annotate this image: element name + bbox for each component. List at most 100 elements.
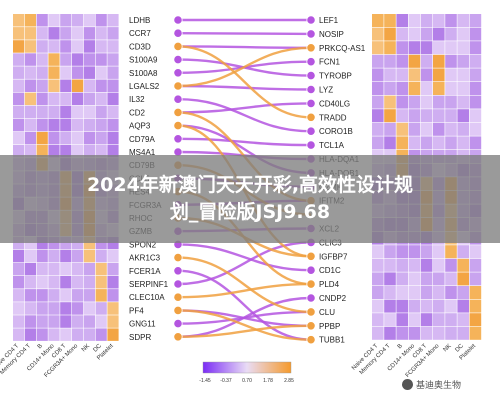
heatmap-cell xyxy=(396,272,408,286)
heatmap-cell xyxy=(433,14,445,27)
heatmap-cell xyxy=(48,315,60,328)
heatmap-cell xyxy=(396,41,408,55)
heatmap-cell xyxy=(60,131,72,145)
heatmap-cell xyxy=(36,14,48,27)
heatmap-cell xyxy=(408,122,421,136)
right-gene-node xyxy=(306,321,316,331)
gene-link xyxy=(177,45,312,119)
heatmap-cell xyxy=(72,131,84,145)
heatmap-cell xyxy=(95,249,107,263)
legend-tick-label: 0.70 xyxy=(242,378,252,384)
right-gene-node xyxy=(306,112,316,122)
heatmap-cell xyxy=(48,53,60,66)
gene-links xyxy=(177,18,312,341)
heatmap-cell xyxy=(72,289,84,302)
heatmap-cell xyxy=(396,136,408,150)
heatmap-cell xyxy=(36,53,48,66)
left-gene-node xyxy=(173,279,183,289)
right-gene-node xyxy=(306,140,316,150)
heatmap-cell xyxy=(107,40,119,53)
heatmap-cell xyxy=(408,95,421,109)
heatmap-cell xyxy=(408,54,421,68)
left-gene-node xyxy=(173,121,183,131)
heatmap-cell xyxy=(469,299,482,313)
heatmap-cell xyxy=(396,109,408,123)
heatmap-cell xyxy=(36,66,48,79)
heatmap-cell xyxy=(36,249,48,263)
heatmap-cell xyxy=(396,27,408,41)
heatmap-cell xyxy=(445,313,457,327)
gene-link xyxy=(177,241,312,286)
right-gene-node xyxy=(306,265,316,275)
heatmap-cell xyxy=(445,14,457,27)
heatmap-cell xyxy=(24,14,36,27)
celltype-axis-label: DC xyxy=(455,343,466,354)
left-gene-label: CCR7 xyxy=(129,29,151,38)
heatmap-cell xyxy=(372,272,384,286)
left-gene-label: SPON2 xyxy=(129,240,157,249)
heatmap-cell xyxy=(48,276,60,289)
right-gene-node xyxy=(306,307,316,317)
heatmap-cell xyxy=(384,326,396,340)
heatmap-cell xyxy=(48,14,60,27)
heatmap-cell xyxy=(469,326,482,340)
heatmap-cell xyxy=(433,313,445,327)
heatmap-cell xyxy=(396,54,408,68)
heatmap-cell xyxy=(83,118,95,132)
heatmap-cell xyxy=(83,131,95,145)
right-gene-label: LYZ xyxy=(319,86,333,95)
heatmap-cell xyxy=(107,92,119,106)
heatmap-cell xyxy=(457,258,469,272)
heatmap-cell xyxy=(107,302,119,315)
heatmap-cell xyxy=(72,79,84,92)
heatmap-cell xyxy=(469,258,482,272)
heatmap-cell xyxy=(83,105,95,119)
heatmap-cell xyxy=(396,258,408,272)
heatmap-cell xyxy=(420,136,433,150)
heatmap-cell xyxy=(13,276,25,289)
heatmap-cell xyxy=(107,66,119,79)
watermark: 基迪奥生物 xyxy=(402,378,461,391)
left-gene-node xyxy=(173,41,183,52)
heatmap-cell xyxy=(36,145,48,158)
right-gene-node xyxy=(306,84,316,95)
heatmap-cell xyxy=(433,54,445,68)
right-gene-node xyxy=(306,293,316,303)
heatmap-cell xyxy=(445,68,457,82)
left-gene-label: SERPINF1 xyxy=(129,280,169,289)
heatmap-cell xyxy=(60,118,72,132)
heatmap-cell xyxy=(48,328,60,341)
heatmap-cell xyxy=(72,328,84,341)
heatmap-cell xyxy=(445,245,457,259)
heatmap-cell xyxy=(72,105,84,119)
left-gene-node xyxy=(173,81,183,91)
heatmap-cell xyxy=(469,272,482,286)
heatmap-cell xyxy=(36,302,48,315)
heatmap-cell xyxy=(83,249,95,263)
left-gene-node xyxy=(173,15,183,25)
left-gene-label: CD2 xyxy=(129,108,146,117)
heatmap-cell xyxy=(469,68,482,82)
right-gene-label: CD1C xyxy=(319,266,341,275)
right-gene-label: CORO1B xyxy=(319,127,353,136)
heatmap-cell xyxy=(95,79,107,92)
color-legend: -1.45 -0.37 0.70 1.78 2.85 xyxy=(199,361,294,384)
right-gene-node xyxy=(306,71,316,81)
title-banner: 2024年新澳门天天开彩,高效性设计规 划_冒险版JSJ9.68 xyxy=(0,155,500,243)
heatmap-cell xyxy=(24,40,36,53)
heatmap-cell xyxy=(95,92,107,106)
right-gene-node xyxy=(306,279,316,289)
heatmap-cell xyxy=(13,328,25,341)
heatmap-cell xyxy=(408,245,421,259)
gene-link xyxy=(177,243,312,272)
heatmap-cell xyxy=(445,136,457,150)
right-gene-label: PPBP xyxy=(319,322,340,331)
heatmap-cell xyxy=(95,276,107,289)
heatmap-cell xyxy=(107,249,119,263)
heatmap-cell xyxy=(445,109,457,123)
right-gene-label: NOSIP xyxy=(319,30,344,39)
gene-link xyxy=(177,282,312,299)
heatmap-cell xyxy=(107,118,119,132)
heatmap-cell xyxy=(13,79,25,92)
